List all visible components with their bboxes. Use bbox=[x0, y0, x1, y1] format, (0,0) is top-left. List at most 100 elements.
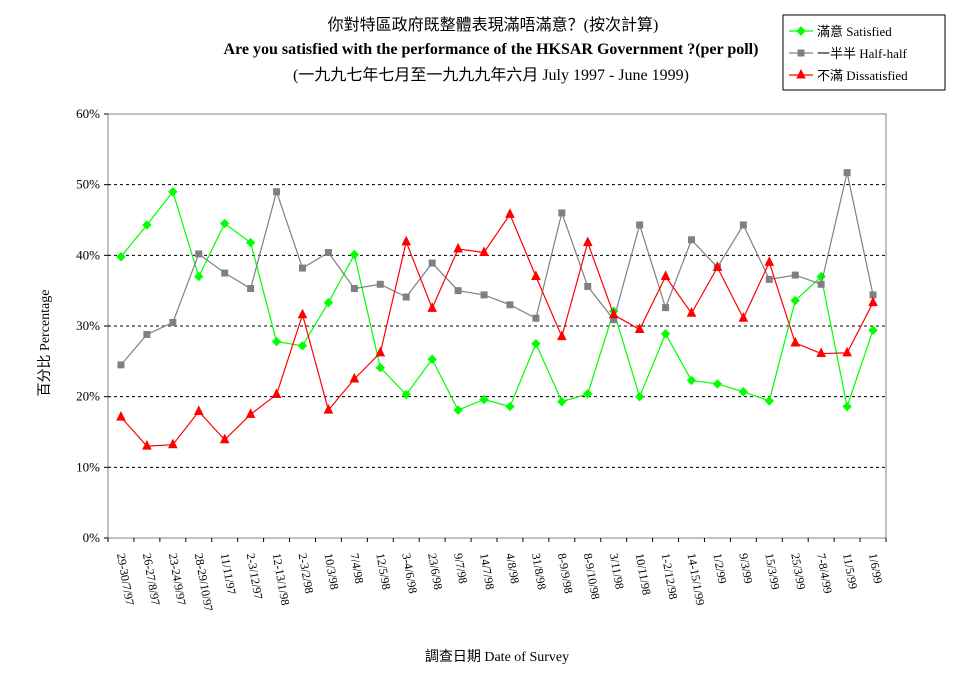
data-point bbox=[634, 323, 645, 334]
data-point bbox=[479, 246, 489, 257]
data-point bbox=[168, 187, 178, 197]
data-point bbox=[816, 347, 826, 358]
data-point bbox=[791, 271, 799, 279]
x-tick-label: 7-8/4/99 bbox=[814, 552, 835, 594]
data-point bbox=[582, 236, 593, 247]
data-point bbox=[453, 405, 463, 415]
series-line bbox=[120, 172, 874, 366]
data-point bbox=[557, 330, 567, 341]
data-point bbox=[764, 396, 775, 406]
data-point bbox=[169, 318, 177, 326]
x-tick-label: 10/3/98 bbox=[321, 552, 341, 591]
data-point bbox=[686, 375, 697, 386]
x-tick-label: 31/8/98 bbox=[529, 552, 549, 591]
data-point bbox=[117, 361, 125, 369]
data-point bbox=[349, 372, 360, 383]
x-tick-label: 10/11/98 bbox=[633, 552, 654, 596]
data-point bbox=[843, 169, 851, 177]
x-tick-label: 28-29/10/97 bbox=[192, 552, 216, 612]
data-point bbox=[531, 270, 541, 281]
series-line bbox=[120, 190, 874, 411]
x-tick-label: 25/3/99 bbox=[788, 552, 808, 591]
legend-label: 一半半 Half-half bbox=[817, 46, 908, 61]
x-tick-label: 8-9/10/98 bbox=[581, 552, 603, 600]
x-tick-label: 11/5/99 bbox=[840, 552, 860, 590]
data-point bbox=[842, 401, 852, 412]
x-tick-label: 8-9/9/98 bbox=[555, 552, 576, 594]
data-point bbox=[557, 396, 567, 407]
data-point bbox=[480, 291, 488, 299]
data-point bbox=[401, 389, 411, 400]
x-tick-label: 3-4/6/98 bbox=[399, 552, 420, 594]
data-point bbox=[817, 280, 825, 288]
data-point bbox=[868, 325, 878, 335]
x-tick-label: 9/7/98 bbox=[451, 552, 470, 585]
data-point bbox=[688, 236, 695, 244]
legend-label: 滿意 Satisfied bbox=[817, 24, 892, 39]
x-tick-label: 12-13/1/98 bbox=[270, 552, 293, 606]
data-point bbox=[454, 287, 462, 295]
data-point bbox=[739, 221, 747, 229]
data-point bbox=[506, 301, 514, 309]
data-point bbox=[636, 221, 644, 229]
x-tick-label: 1/6/99 bbox=[866, 552, 885, 585]
data-point bbox=[375, 362, 386, 373]
y-axis: 0% 10% 20% 30% 40% 50% 60% bbox=[76, 106, 108, 545]
data-point bbox=[584, 282, 592, 290]
data-point bbox=[634, 391, 645, 402]
y-tick-label: 0% bbox=[83, 530, 101, 545]
data-point bbox=[402, 293, 410, 301]
data-point bbox=[323, 403, 334, 414]
x-tick-label: 14/7/98 bbox=[477, 552, 497, 591]
data-point bbox=[142, 220, 152, 230]
data-point bbox=[116, 252, 126, 262]
y-axis-title: 百分比 Percentage bbox=[37, 290, 53, 397]
data-point bbox=[195, 250, 203, 258]
x-tick-label: 9/3/99 bbox=[736, 552, 755, 585]
chart-title: 你對特區政府既整體表現滿唔滿意？(按次計算) bbox=[328, 15, 659, 34]
data-point bbox=[273, 188, 281, 196]
data-point bbox=[662, 304, 670, 312]
data-point bbox=[168, 438, 178, 449]
x-axis-title: 調查日期 Date of Survey bbox=[425, 649, 569, 665]
x-tick-label: 2-3/2/98 bbox=[296, 552, 317, 594]
x-tick-label: 1/2/99 bbox=[710, 552, 729, 585]
data-point bbox=[660, 270, 671, 281]
x-tick-label: 23-24/9/97 bbox=[166, 552, 189, 606]
x-tick-label: 15/3/99 bbox=[762, 552, 782, 591]
data-point bbox=[245, 237, 256, 248]
series-group bbox=[117, 169, 877, 369]
data-point bbox=[247, 285, 255, 293]
x-tick-label: 23/6/98 bbox=[425, 552, 445, 591]
data-point bbox=[868, 296, 878, 307]
data-point bbox=[219, 433, 230, 444]
series-line bbox=[120, 213, 874, 447]
data-point bbox=[324, 249, 332, 257]
y-tick-label: 30% bbox=[76, 318, 100, 333]
y-tick-label: 40% bbox=[76, 247, 100, 262]
chart-subtitle-english: Are you satisfied with the performance o… bbox=[224, 41, 759, 58]
legend-marker bbox=[797, 49, 805, 57]
y-tick-label: 60% bbox=[76, 106, 100, 121]
data-point bbox=[323, 297, 334, 308]
data-point bbox=[428, 259, 436, 267]
x-tick-label: 1-2/12/98 bbox=[659, 552, 681, 600]
x-axis: 29-30/7/97 26-27/8/97 23-24/9/97 28-29/10/9… bbox=[107, 538, 887, 612]
x-tick-label: 14-15/1/99 bbox=[685, 552, 708, 606]
y-tick-label: 20% bbox=[76, 389, 100, 404]
data-point bbox=[505, 208, 515, 218]
x-tick-label: 4/8/98 bbox=[503, 552, 522, 585]
chart-subtitle-period: (一九九七年七月至一九九九年六月 July 1997 - June 1999) bbox=[293, 66, 689, 84]
x-tick-label: 3/11/98 bbox=[607, 552, 627, 590]
x-tick-label: 12/5/98 bbox=[373, 552, 393, 591]
x-tick-label: 11/11/97 bbox=[218, 552, 239, 596]
data-point bbox=[558, 209, 566, 217]
data-point bbox=[375, 346, 386, 357]
data-point bbox=[350, 285, 358, 293]
data-point bbox=[764, 256, 775, 266]
legend-label: 不滿 Dissatisfied bbox=[817, 68, 908, 83]
legend-marker bbox=[796, 68, 806, 79]
data-point bbox=[349, 249, 360, 260]
data-point bbox=[143, 330, 151, 338]
